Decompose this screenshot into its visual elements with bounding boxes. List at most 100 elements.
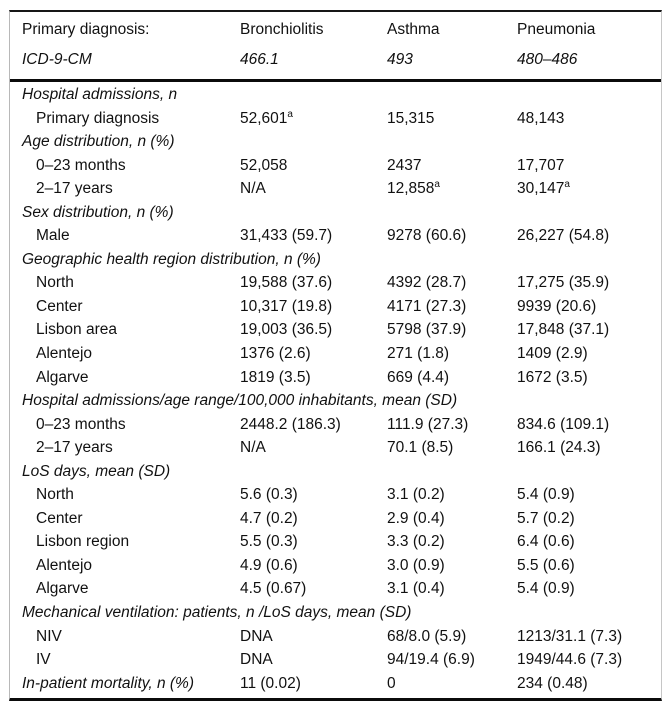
row-label: Algarve (36, 580, 89, 598)
icd-code-bronchiolitis: 466.1 (240, 51, 279, 68)
cell-value: 834.6 (109.1) (517, 415, 610, 433)
table-body: Hospital admissions, n Primary diagnosis 5… (10, 82, 661, 698)
cell-value: 1376 (2.6) (240, 345, 311, 363)
table-header: Primary diagnosis: Bronchiolitis Asthma … (10, 12, 661, 82)
cell-value: 2437 (387, 156, 422, 174)
row-label: Male (36, 227, 70, 245)
cell-value: 48,143 (517, 109, 565, 127)
table-row: Center 4.7 (0.2) 2.9 (0.4) 5.7 (0.2) (10, 507, 661, 531)
cell-value: DNA (240, 627, 273, 645)
header-row-diagnosis: Primary diagnosis: Bronchiolitis Asthma … (10, 18, 661, 42)
table-row: Lisbon region 5.5 (0.3) 3.3 (0.2) 6.4 (0.6) (10, 530, 661, 554)
header-col-bronchiolitis: Bronchiolitis (240, 21, 324, 38)
table-row: Mechanical ventilation: patients, n /LoS… (10, 601, 661, 625)
table-row: Algarve 4.5 (0.67) 3.1 (0.4) 5.4 (0.9) (10, 577, 661, 601)
table-row: Alentejo 4.9 (0.6) 3.0 (0.9) 5.5 (0.6) (10, 554, 661, 578)
cell-value: 3.3 (0.2) (387, 533, 445, 551)
table-row: Sex distribution, n (%) (10, 201, 661, 225)
row-label: North (36, 274, 74, 292)
table-row: 0–23 months 2448.2 (186.3) 111.9 (27.3) 834… (10, 413, 661, 437)
cell-value: 3.1 (0.2) (387, 486, 445, 504)
cell-value: 12,858a (387, 179, 440, 198)
table-row: Algarve 1819 (3.5) 669 (4.4) 1672 (3.5) (10, 366, 661, 390)
row-label: 2–17 years (36, 439, 113, 457)
table-row: Hospital admissions, n (10, 83, 661, 107)
table-row: IV DNA 94/19.4 (6.9) 1949/44.6 (7.3) (10, 648, 661, 672)
table-row: North 5.6 (0.3) 3.1 (0.2) 5.4 (0.9) (10, 483, 661, 507)
row-label: In-patient mortality, n (%) (22, 674, 194, 692)
table-row: Geographic health region distribution, n… (10, 248, 661, 272)
table-row: Lisbon area 19,003 (36.5) 5798 (37.9) 17,84… (10, 318, 661, 342)
cell-value: 5798 (37.9) (387, 321, 467, 339)
cell-value: 5.4 (0.9) (517, 486, 575, 504)
row-label: 0–23 months (36, 156, 126, 174)
table-row: Age distribution, n (%) (10, 130, 661, 154)
diagnosis-comparison-table: Primary diagnosis: Bronchiolitis Asthma … (9, 10, 662, 702)
cell-value: 669 (4.4) (387, 368, 450, 386)
icd-code-pneumonia: 480–486 (517, 51, 578, 68)
cell-value: 1819 (3.5) (240, 368, 311, 386)
row-label: Lisbon area (36, 321, 118, 339)
table-row: LoS days, mean (SD) (10, 460, 661, 484)
cell-value: 2.9 (0.4) (387, 509, 445, 527)
cell-value: 1949/44.6 (7.3) (517, 651, 623, 669)
cell-value: 15,315 (387, 109, 435, 127)
table-row: North 19,588 (37.6) 4392 (28.7) 17,275 (35.… (10, 271, 661, 295)
table-row: Male 31,433 (59.7) 9278 (60.6) 26,227 (54.8… (10, 224, 661, 248)
cell-value: 26,227 (54.8) (517, 227, 610, 245)
cell-value: 1672 (3.5) (517, 368, 588, 386)
cell-value: 5.6 (0.3) (240, 486, 298, 504)
cell-value: 234 (0.48) (517, 674, 588, 692)
row-label: Hospital admissions/age range/100,000 in… (22, 392, 458, 410)
cell-value: 4.7 (0.2) (240, 509, 298, 527)
header-col-pneumonia: Pneumonia (517, 21, 596, 38)
cell-value: DNA (240, 651, 273, 669)
table-row: Alentejo 1376 (2.6) 271 (1.8) 1409 (2.9) (10, 342, 661, 366)
cell-value: 5.4 (0.9) (517, 580, 575, 598)
footnote-marker: a (287, 108, 293, 120)
cell-value: 17,275 (35.9) (517, 274, 610, 292)
row-label: Center (36, 509, 83, 527)
row-label: 0–23 months (36, 415, 126, 433)
header-row-icd: ICD-9-CM 466.1 493 480–486 (10, 48, 661, 72)
cell-value: 5.5 (0.3) (240, 533, 298, 551)
table-row: Hospital admissions/age range/100,000 in… (10, 389, 661, 413)
cell-value: 4392 (28.7) (387, 274, 467, 292)
cell-value: 30,147a (517, 179, 570, 198)
icd-code-asthma: 493 (387, 51, 413, 68)
cell-value: 19,003 (36.5) (240, 321, 333, 339)
cell-value: 9939 (20.6) (517, 297, 597, 315)
header-label-icd: ICD-9-CM (22, 51, 92, 68)
cell-value: 2448.2 (186.3) (240, 415, 341, 433)
cell-value: 3.0 (0.9) (387, 556, 445, 574)
table-row: 2–17 years N/A 70.1 (8.5) 166.1 (24.3) (10, 436, 661, 460)
cell-value: 68/8.0 (5.9) (387, 627, 467, 645)
row-label: Geographic health region distribution, n… (22, 250, 321, 268)
row-label: LoS days, mean (SD) (22, 462, 171, 480)
row-label: Center (36, 297, 83, 315)
row-label: NIV (36, 627, 62, 645)
cell-value: 3.1 (0.4) (387, 580, 445, 598)
cell-value: 17,848 (37.1) (517, 321, 610, 339)
cell-value: 17,707 (517, 156, 565, 174)
cell-value: 52,058 (240, 156, 288, 174)
cell-value: 11 (0.02) (240, 674, 301, 692)
cell-value: 52,601a (240, 108, 293, 127)
cell-value: 70.1 (8.5) (387, 439, 454, 457)
cell-value: 1213/31.1 (7.3) (517, 627, 623, 645)
cell-value: 271 (1.8) (387, 345, 450, 363)
cell-value: 6.4 (0.6) (517, 533, 575, 551)
cell-value: N/A (240, 439, 266, 457)
table-row: NIV DNA 68/8.0 (5.9) 1213/31.1 (7.3) (10, 625, 661, 649)
row-label: Lisbon region (36, 533, 130, 551)
table-row: Center 10,317 (19.8) 4171 (27.3) 9939 (20.6… (10, 295, 661, 319)
cell-value: 111.9 (27.3) (387, 415, 469, 433)
cell-value: 5.5 (0.6) (517, 556, 575, 574)
header-col-asthma: Asthma (387, 21, 440, 38)
cell-value: 19,588 (37.6) (240, 274, 333, 292)
table-row: 2–17 years N/A 12,858a 30,147a (10, 177, 661, 201)
cell-value: 1409 (2.9) (517, 345, 588, 363)
row-label: IV (36, 651, 51, 669)
row-label: Mechanical ventilation: patients, n /LoS… (22, 604, 412, 622)
cell-value: 9278 (60.6) (387, 227, 467, 245)
